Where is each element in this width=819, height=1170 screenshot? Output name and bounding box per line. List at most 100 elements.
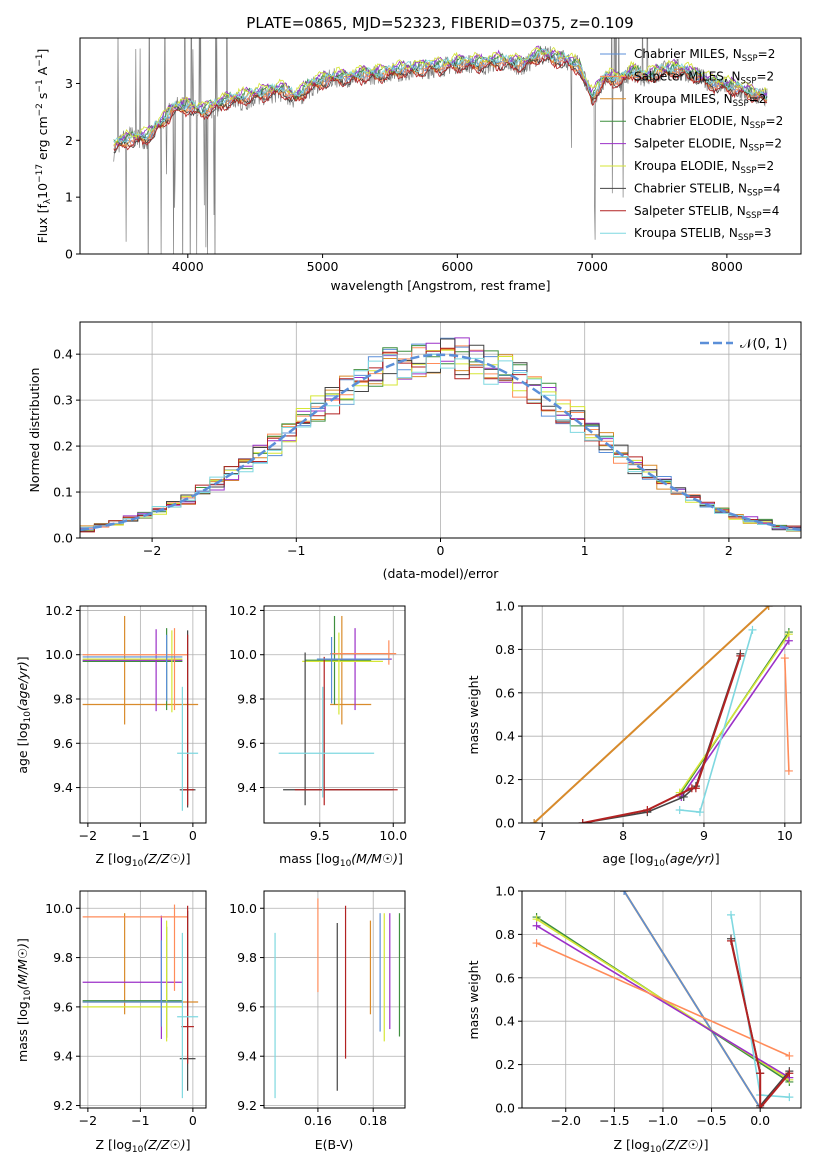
massweight-vs-Z-xtick-label: −0.5 [696, 1113, 726, 1128]
mass-vs-Z-ylabel-ratio: (M/M☉) [15, 943, 30, 990]
legend-label-sub: SSP [746, 211, 762, 221]
panel-massweight-vs-Z: −2.0 −1.5 −1.0 −0.5 0.0 0.0 0.2 0.4 0.6 0.8 1.0 Z [… [466, 884, 801, 1155]
mass-vs-Z-ytick-label: 9.2 [53, 1098, 73, 1113]
spectrum-xlabel: wavelength [Angstrom, rest frame] [330, 278, 550, 293]
legend-label: Chabrier ELODIE, NSSP=2 [634, 114, 783, 131]
massweight-marker [691, 784, 700, 793]
massweight-vs-Z-xtick-label: 0.0 [750, 1113, 770, 1128]
age-vs-Z-ylabel: age [log10(age/yr)] [15, 656, 33, 773]
mass-vs-ebv-ytick-label: 10.0 [229, 901, 257, 916]
massweight-vs-age-xlabel-sub: 10 [654, 859, 666, 869]
mass-vs-Z-xlabel-end: ] [186, 1137, 191, 1152]
massweight-marker [532, 921, 541, 930]
massweight-vs-age-xlabel-ratio: (age/yr) [665, 851, 715, 866]
model-spectrum-line [113, 45, 768, 146]
massweight-line [536, 942, 790, 1057]
legend-label-sub: SSP [733, 99, 749, 109]
mass-vs-Z-ytick-label: 10.0 [45, 901, 73, 916]
residuals-plot-area [80, 337, 801, 538]
residuals-ytick-label: 0.1 [53, 485, 73, 500]
age-vs-Z-xtick-label: −2 [79, 828, 97, 843]
panel-age-vs-mass: 9.5 10.0 9.4 9.6 9.8 10.0 10.2 mass [log10(M/M☉… [229, 603, 407, 869]
panel-mass-vs-Z: −2 −1 09.29.49.69.810.0Z [log10(Z/Z☉)]mass… [15, 891, 206, 1155]
mass-vs-ebv-ytick-label: 9.4 [237, 1049, 257, 1064]
legend-label-sub: SSP [748, 144, 764, 154]
model-spectrum-line [113, 46, 768, 146]
massweight-vs-age-plot-area [530, 606, 793, 823]
legend-label: Kroupa STELIB, NSSP=3 [634, 226, 772, 243]
spectrum-ylabel: Flux [fλ10−17 erg cm−2 s−1 A−1] [35, 49, 53, 244]
legend-label: Salpeter ELODIE, NSSP=2 [634, 137, 782, 154]
mass-vs-ebv-plot-area [274, 898, 401, 1099]
massweight-vs-age-xlabel-end: ] [715, 851, 720, 866]
age-vs-mass-ytick-label: 10.0 [229, 647, 257, 662]
residuals-ylabel: Normed distribution [27, 368, 42, 493]
massweight-vs-Z-xtick-label: −1.0 [648, 1113, 678, 1128]
spectrum-plot-area [113, 38, 768, 254]
legend-label: Chabrier MILES, NSSP=2 [634, 47, 775, 64]
massweight-vs-Z-ytick-label: 0.0 [495, 1101, 515, 1116]
spectrum-ylabel-part: ] [35, 49, 50, 54]
legend-label-end: =2 [756, 159, 774, 173]
age-vs-Z-xtick-label: −1 [131, 828, 149, 843]
massweight-line [623, 891, 761, 1108]
legend-label-text: Salpeter MILES, N [634, 69, 741, 83]
legend-label-text: Salpeter STELIB, N [634, 204, 746, 218]
massweight-line [784, 658, 790, 771]
age-vs-Z-ytick-label: 10.2 [45, 603, 73, 618]
age-vs-Z-ylabel-end: ] [15, 656, 30, 661]
spectrum-frame [79, 37, 802, 255]
massweight-line [536, 925, 790, 1079]
mass-vs-Z-ylabel-end: ] [15, 938, 30, 943]
residuals-ytick-label: 0.2 [53, 439, 73, 454]
legend-label-sub: SSP [741, 76, 757, 86]
massweight-vs-age-xlabel-part: age [log [602, 851, 653, 866]
mass-vs-ebv-xtick-label: 0.16 [304, 1113, 332, 1128]
massweight-vs-age-xtick-label: 9 [700, 828, 708, 843]
residuals-xtick-label: 0 [437, 543, 445, 558]
massweight-line [730, 940, 791, 1108]
age-vs-mass-xlabel-part: mass [log [279, 851, 340, 866]
panel-age-vs-Z: −2 −1 09.49.69.810.010.2Z [log10(Z/Z☉)]age… [15, 603, 206, 869]
age-vs-Z-plot-area [82, 615, 199, 811]
age-vs-Z-xlabel-ratio: (Z/Z☉) [143, 851, 185, 866]
mass-vs-Z-ytick-label: 9.4 [53, 1049, 73, 1064]
legend-label-end: =2 [756, 69, 774, 83]
massweight-vs-age-xtick-label: 10 [777, 828, 793, 843]
massweight-marker [785, 1051, 794, 1060]
legend-label-text: Kroupa ELODIE, N [634, 159, 741, 173]
mass-vs-Z-ylabel-sub: 10 [23, 989, 33, 1001]
massweight-vs-Z-ylabel: mass weight [466, 960, 481, 1039]
mass-vs-Z-xlabel: Z [log10(Z/Z☉)] [95, 1137, 190, 1155]
legend-label-text: Kroupa MILES, N [634, 92, 733, 106]
age-vs-mass-xtick-label: 9.5 [310, 828, 330, 843]
legend-label-text: Chabrier ELODIE, N [634, 114, 750, 128]
residuals-ytick-label: 0.3 [53, 393, 73, 408]
residuals-xlabel: (data-model)/error [383, 566, 500, 581]
massweight-vs-age-xtick-label: 8 [619, 828, 627, 843]
massweight-marker [695, 808, 704, 817]
age-vs-Z-frame [79, 605, 207, 824]
residuals-frame [79, 321, 802, 539]
age-vs-Z-xlabel: Z [log10(Z/Z☉)] [95, 851, 190, 869]
legend-label: Kroupa MILES, NSSP=2 [634, 92, 766, 109]
figure-title: PLATE=0865, MJD=52323, FIBERID=0375, z=0… [246, 14, 633, 32]
residuals-xtick-label: 2 [725, 543, 733, 558]
age-vs-mass-xlabel-sub: 10 [340, 859, 352, 869]
massweight-marker [756, 1069, 765, 1078]
massweight-vs-age-xlabel: age [log10(age/yr)] [602, 851, 719, 869]
massweight-marker [532, 939, 541, 948]
age-vs-Z-xlabel-part: Z [log [95, 851, 131, 866]
age-vs-mass-plot-area [278, 615, 398, 806]
age-vs-Z-ylabel-ratio: (age/yr) [15, 661, 30, 711]
massweight-vs-Z-xtick-label: −1.5 [599, 1113, 629, 1128]
massweight-marker [530, 819, 539, 823]
age-vs-mass-xlabel-ratio: (M/M☉) [351, 851, 398, 866]
massweight-vs-age-ytick-label: 1.0 [495, 599, 515, 614]
mass-vs-Z-ylabel: mass [log10(M/M☉)] [15, 938, 33, 1062]
massweight-marker [785, 1093, 794, 1102]
residuals-xtick-label: −1 [287, 543, 305, 558]
residuals-ytick-label: 0.0 [53, 531, 73, 546]
massweight-vs-Z-ytick-label: 0.4 [495, 1014, 515, 1029]
